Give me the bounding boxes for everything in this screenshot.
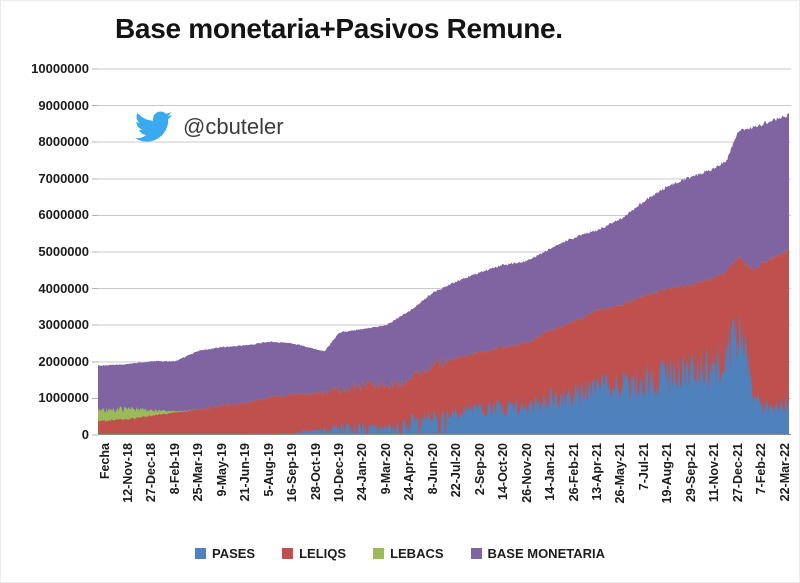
legend-item: LEBACS [373, 546, 444, 561]
x-tick-label: 26-Nov-20 [519, 443, 534, 503]
x-tick-label: 22-Mar-22 [777, 443, 792, 502]
legend-swatch-icon [470, 548, 482, 559]
y-tick-label: 4000000 [38, 280, 89, 296]
x-tick-label: 12-Nov-18 [120, 443, 135, 503]
y-tick-label: 9000000 [38, 97, 89, 113]
y-tick-label: 8000000 [38, 134, 89, 150]
x-tick-label: 29-Sep-21 [683, 443, 698, 503]
x-tick-label: 24-Apr-20 [402, 443, 417, 501]
y-tick-label: 10000000 [31, 61, 89, 76]
y-tick-label: 0 [81, 427, 89, 442]
stacked-area-chart [92, 68, 791, 436]
x-tick-label: 2-Sep-20 [472, 443, 487, 496]
x-tick-label: 28-Oct-19 [308, 443, 323, 500]
x-tick-label: 8-Feb-19 [167, 443, 182, 495]
x-tick-label: 11-Nov-21 [707, 443, 722, 503]
x-tick-label: 19-Aug-21 [660, 443, 675, 504]
area-pases [98, 311, 789, 435]
y-tick-label: 2000000 [38, 353, 89, 369]
legend-label: PASES [212, 546, 256, 561]
y-tick-label: 6000000 [38, 207, 89, 223]
legend-label: LELIQS [299, 546, 347, 561]
x-tick-label: 25-Mar-19 [191, 443, 206, 502]
x-tick-label: 8-Jun-20 [425, 443, 440, 495]
x-tick-label: 9-May-19 [214, 443, 229, 497]
x-tick-label: 5-Aug-19 [261, 443, 276, 497]
legend-label: LEBACS [390, 546, 444, 561]
x-tick-label: 10-Dec-19 [332, 443, 346, 503]
legend-item: BASE MONETARIA [470, 546, 605, 561]
x-tick-label: 7-Jul-21 [636, 443, 651, 491]
x-tick-label: 22-Jul-20 [449, 443, 464, 498]
x-tick-label: 21-Jun-19 [238, 443, 253, 502]
x-tick-label: 26-Feb-21 [566, 443, 581, 502]
y-tick-label: 5000000 [38, 244, 89, 259]
twitter-bird-icon [133, 108, 174, 145]
x-tick-label: 27-Dec-21 [730, 443, 745, 503]
chart-legend: PASES LELIQS LEBACS BASE MONETARIA [1, 546, 799, 561]
x-tick-label: 7-Feb-22 [754, 443, 769, 495]
x-tick-label: 13-Apr-21 [589, 443, 604, 501]
chart-title: Base monetaria+Pasivos Remune. [115, 13, 563, 44]
x-tick-label: 16-Sep-19 [285, 443, 300, 503]
twitter-watermark: @cbuteler [133, 108, 284, 145]
x-tick-label: Fecha [97, 443, 112, 480]
legend-swatch-icon [373, 548, 385, 559]
x-tick-label: 14-Oct-20 [496, 443, 511, 500]
legend-swatch-icon [282, 548, 294, 559]
x-tick-label: 24-Jan-20 [355, 443, 370, 501]
x-tick-label: 9-Mar-20 [378, 443, 393, 495]
legend-item: LELIQS [282, 546, 346, 561]
y-tick-label: 7000000 [38, 170, 89, 186]
legend-swatch-icon [195, 548, 206, 559]
x-tick-label: 27-Dec-18 [144, 443, 159, 503]
twitter-handle: @cbuteler [183, 113, 284, 139]
y-tick-label: 3000000 [38, 317, 89, 333]
legend-item: PASES [195, 546, 255, 561]
legend-label: BASE MONETARIA [487, 546, 605, 561]
x-tick-label: 26-May-21 [613, 443, 628, 504]
y-tick-label: 1000000 [38, 390, 89, 406]
x-tick-label: 14-Jan-21 [543, 443, 558, 501]
